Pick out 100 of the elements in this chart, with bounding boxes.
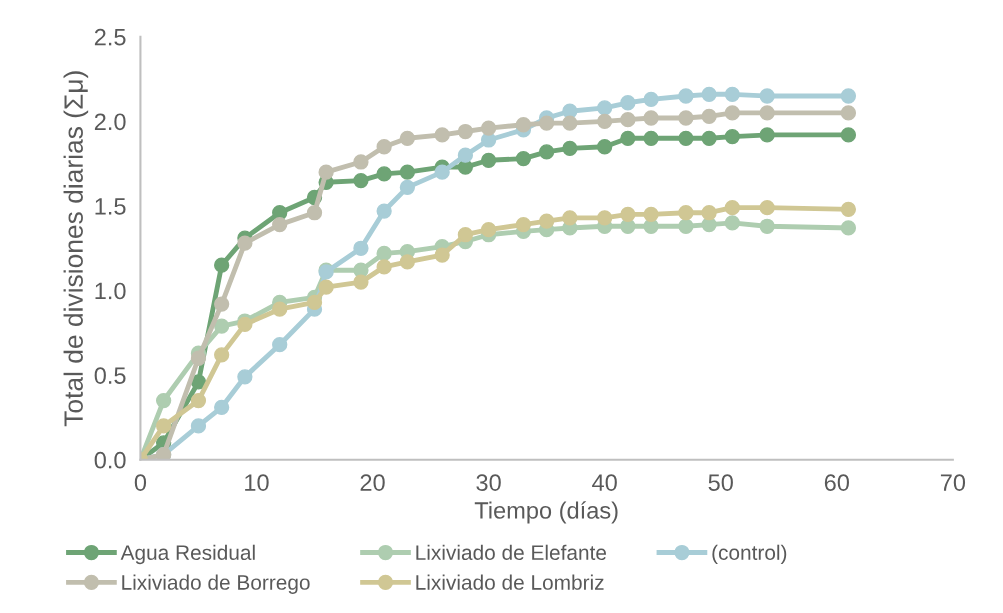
legend-label: Lixiviado de Borrego — [122, 574, 310, 594]
x-tick-label: 70 — [940, 474, 966, 491]
point — [214, 399, 230, 415]
x-tick-label: 0 — [134, 474, 147, 491]
point — [515, 150, 532, 167]
point — [376, 166, 392, 182]
point — [457, 123, 474, 140]
point — [318, 164, 334, 180]
point — [840, 127, 857, 143]
point — [597, 139, 613, 155]
point — [643, 110, 659, 126]
point — [155, 418, 172, 434]
point — [457, 227, 474, 243]
point — [643, 206, 659, 223]
point — [272, 301, 288, 317]
x-tick-label: 60 — [824, 474, 849, 491]
point — [155, 392, 172, 409]
point — [434, 127, 450, 143]
point — [399, 254, 416, 270]
point — [480, 120, 497, 136]
point — [840, 220, 857, 236]
point — [306, 294, 323, 311]
point — [480, 152, 497, 168]
point — [214, 296, 230, 312]
point — [562, 210, 578, 226]
point — [376, 203, 392, 219]
point — [724, 128, 740, 145]
point — [759, 200, 775, 216]
point — [237, 369, 253, 385]
point — [701, 108, 717, 124]
point — [190, 418, 207, 434]
x-tick-label: 10 — [245, 474, 269, 491]
point — [724, 215, 740, 231]
point — [515, 216, 532, 233]
point — [840, 105, 857, 121]
point — [434, 247, 450, 263]
point — [840, 201, 857, 217]
y-tick-label: 2.0 — [94, 113, 126, 131]
point — [272, 216, 288, 233]
x-tick-label: 50 — [708, 474, 733, 491]
point — [620, 206, 636, 223]
point — [597, 100, 613, 116]
point — [597, 113, 613, 130]
point — [643, 130, 659, 146]
point — [399, 164, 416, 180]
point — [214, 257, 230, 273]
point — [399, 179, 416, 195]
point — [353, 240, 369, 256]
point — [353, 274, 369, 290]
x-tick-label: 30 — [476, 474, 501, 491]
point — [643, 91, 659, 108]
point — [190, 350, 207, 366]
point — [376, 259, 392, 275]
point — [759, 105, 775, 121]
point — [190, 392, 207, 409]
point — [272, 337, 288, 353]
point — [376, 245, 392, 261]
point — [724, 105, 740, 121]
point — [678, 110, 694, 126]
point — [759, 88, 775, 104]
point — [214, 318, 230, 334]
point — [620, 112, 636, 128]
point — [724, 200, 740, 216]
point — [353, 172, 369, 189]
point — [538, 144, 555, 160]
y-tick-label: 0.0 — [94, 451, 126, 469]
point — [678, 88, 694, 104]
point — [678, 205, 694, 221]
point — [678, 130, 694, 146]
point — [480, 222, 497, 238]
y-axis-title: Total de divisiones diarias (Σμ) — [63, 71, 89, 427]
point — [562, 140, 578, 157]
y-tick-label: 2.5 — [94, 28, 126, 46]
point — [678, 218, 694, 234]
point — [597, 210, 613, 226]
point — [376, 139, 392, 155]
point — [701, 205, 717, 221]
legend-label: Lixiviado de Elefante — [416, 544, 607, 561]
y-tick-label: 1.0 — [95, 282, 126, 300]
x-tick-label: 20 — [360, 474, 385, 491]
point — [434, 164, 450, 180]
point — [353, 154, 369, 170]
legend-label: Agua Residual — [120, 544, 255, 565]
point — [562, 115, 578, 131]
point — [538, 213, 555, 229]
point — [840, 88, 857, 104]
point — [237, 235, 253, 251]
x-axis-title: Tiempo (días) — [474, 501, 618, 524]
point — [620, 130, 636, 146]
point — [759, 218, 775, 234]
point — [399, 130, 416, 146]
x-tick-label: 40 — [592, 474, 617, 491]
y-tick-label: 1.5 — [95, 198, 126, 215]
point — [515, 117, 532, 133]
point — [759, 127, 775, 143]
y-tick-label: 0.5 — [94, 367, 126, 384]
point — [214, 347, 230, 363]
point — [724, 86, 740, 102]
point — [701, 130, 717, 146]
legend-label: Lixiviado de Lombriz — [416, 574, 604, 590]
